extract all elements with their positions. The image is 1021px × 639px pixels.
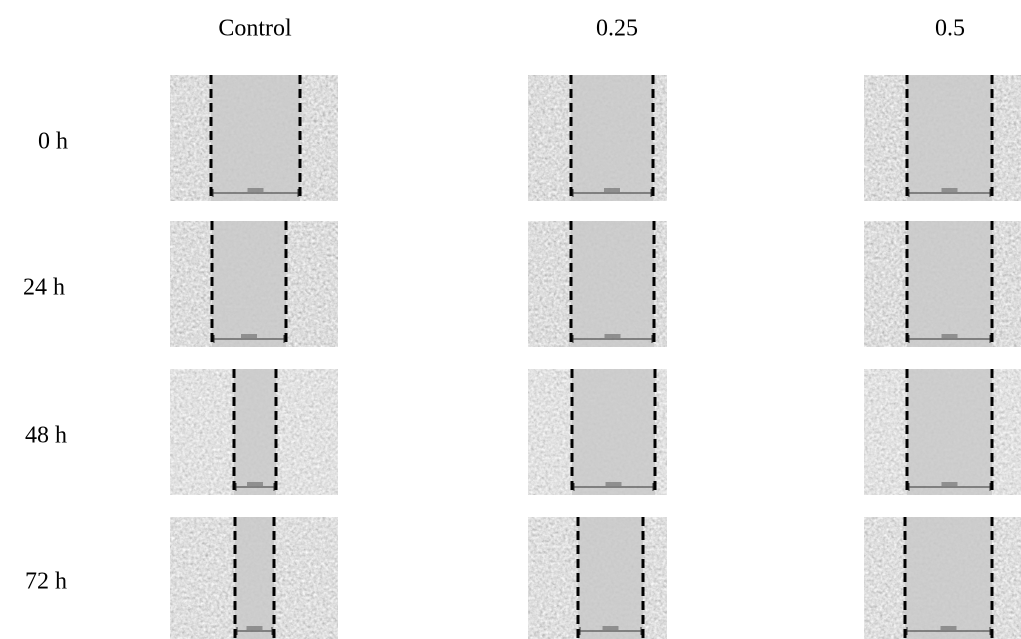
column-header: 0.5: [935, 16, 965, 42]
micrograph: [864, 517, 1021, 639]
column-header: Control: [218, 16, 292, 42]
scale-bar-box: [241, 334, 257, 338]
row-label: 48 h: [25, 423, 67, 449]
scale-bar-box: [942, 482, 958, 486]
micrograph: [864, 221, 1021, 347]
wound-gap: [571, 75, 653, 201]
wound-gap: [907, 221, 992, 347]
wound-gap: [235, 517, 274, 639]
scale-bar-box: [248, 188, 264, 192]
micrograph: [528, 517, 667, 639]
micrograph: [528, 221, 667, 347]
wound-gap: [578, 517, 643, 639]
wound-gap: [234, 369, 276, 495]
wound-gap: [907, 75, 992, 201]
scale-bar-box: [941, 626, 957, 630]
scale-bar-box: [604, 188, 620, 192]
column-header: 0.25: [596, 16, 638, 42]
micrograph: [864, 75, 1021, 201]
scale-bar-box: [247, 626, 263, 630]
scale-bar-box: [942, 334, 958, 338]
wound-gap: [571, 221, 654, 347]
micrograph: [170, 369, 338, 495]
micrograph: [170, 517, 338, 639]
row-label: 24 h: [23, 275, 65, 301]
micrograph: [864, 369, 1021, 495]
wound-gap: [907, 369, 992, 495]
wound-gap: [572, 369, 655, 495]
micrograph: [170, 75, 338, 201]
scale-bar-box: [603, 626, 619, 630]
wound-gap: [212, 221, 286, 347]
wound-gap: [905, 517, 992, 639]
scale-bar-box: [942, 188, 958, 192]
micrograph: [528, 369, 667, 495]
image-grid: Control 0.25 0.5 0 h 24 h 48 h 72 h: [23, 16, 1021, 639]
micrograph: [170, 221, 338, 347]
scale-bar-box: [606, 482, 622, 486]
micrograph: [528, 75, 667, 201]
scale-bar-box: [605, 334, 621, 338]
row-label: 0 h: [38, 129, 68, 155]
figure: Control 0.25 0.5 0 h 24 h 48 h 72 h: [0, 0, 1021, 639]
row-label: 72 h: [25, 569, 67, 595]
wound-gap: [211, 75, 300, 201]
scale-bar-box: [247, 482, 263, 486]
